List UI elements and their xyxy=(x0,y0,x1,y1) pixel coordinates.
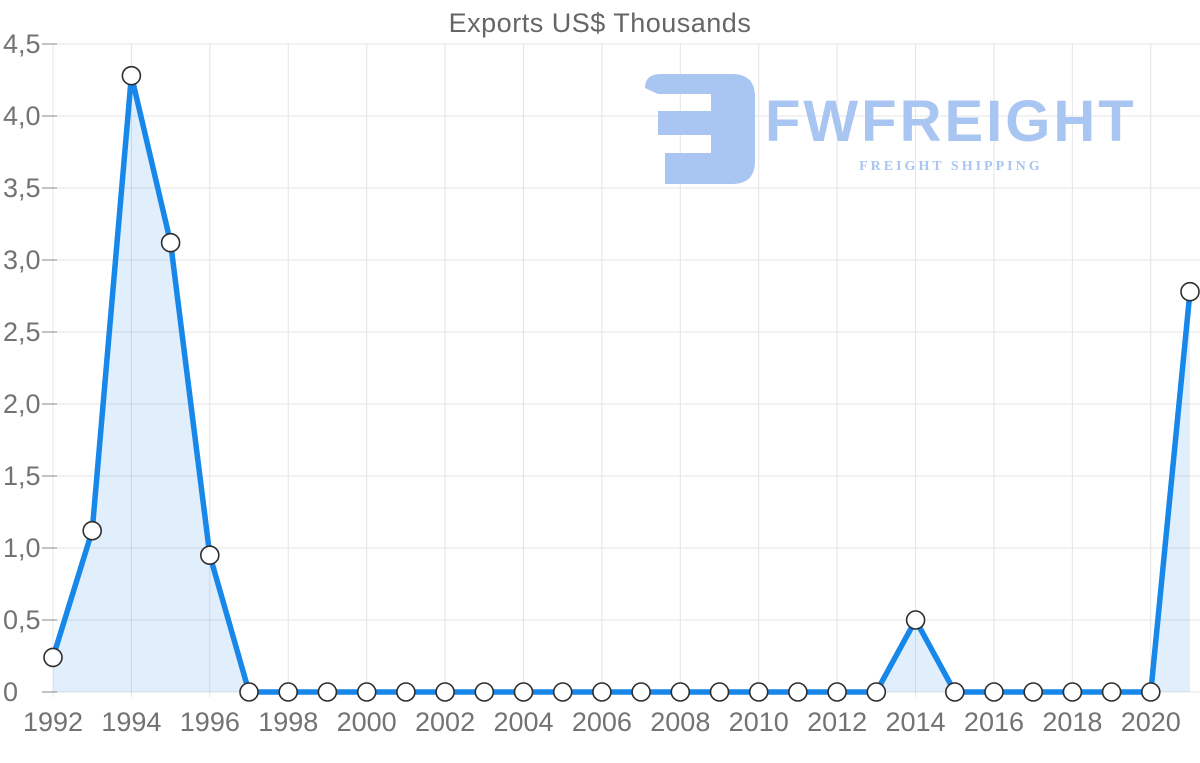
data-point-marker xyxy=(356,682,377,702)
y-tick-label: 4,5 xyxy=(3,29,41,59)
data-point-marker xyxy=(552,682,573,702)
x-tick-label: 2006 xyxy=(572,707,632,737)
y-tick-label: 3,5 xyxy=(3,173,41,203)
data-point-marker xyxy=(1062,682,1083,702)
x-tick-label: 2002 xyxy=(415,707,475,737)
data-point-marker xyxy=(474,682,495,702)
data-point-marker xyxy=(43,647,63,668)
data-point-marker xyxy=(866,682,887,702)
x-tick-label: 2000 xyxy=(337,707,397,737)
data-point-marker xyxy=(788,682,808,702)
data-point-marker xyxy=(748,682,769,702)
data-point-marker xyxy=(435,682,455,702)
series-area xyxy=(53,75,1190,692)
data-point-marker xyxy=(670,682,691,702)
y-tick-label: 1,5 xyxy=(3,461,41,491)
data-point-marker xyxy=(121,65,142,86)
chart-title: Exports US$ Thousands xyxy=(448,8,752,38)
data-point-marker xyxy=(239,682,259,702)
data-point-marker xyxy=(944,682,965,702)
data-point-marker xyxy=(82,520,102,541)
y-tick-label: 3,0 xyxy=(3,245,41,275)
data-point-marker xyxy=(1023,682,1043,702)
data-point-marker xyxy=(592,682,612,702)
data-point-marker xyxy=(827,682,847,702)
x-tick-label: 2008 xyxy=(650,707,710,737)
series-line xyxy=(50,72,1193,695)
data-point-marker xyxy=(631,682,651,702)
data-point-marker xyxy=(278,682,299,702)
y-tick-label: 4,0 xyxy=(3,101,41,131)
x-tick-label: 1996 xyxy=(180,707,240,737)
data-point-marker xyxy=(160,232,181,253)
data-point-marker xyxy=(1101,682,1122,702)
x-tick-label: 2012 xyxy=(807,707,867,737)
data-point-marker xyxy=(317,682,338,702)
x-tick-label: 2010 xyxy=(729,707,789,737)
data-point-marker xyxy=(396,682,416,702)
y-tick-label: 1,0 xyxy=(3,533,41,563)
data-point-marker xyxy=(1141,682,1161,702)
y-tick-label: 2,0 xyxy=(3,389,41,419)
x-tick-label: 1994 xyxy=(101,707,161,737)
x-tick-label: 2016 xyxy=(964,707,1024,737)
x-tick-label: 1998 xyxy=(258,707,318,737)
x-tick-label: 2004 xyxy=(493,707,553,737)
y-tick-label: 0 xyxy=(3,677,18,707)
data-point-marker xyxy=(905,610,926,630)
y-tick-label: 2,5 xyxy=(3,317,41,347)
x-tick-label: 2014 xyxy=(886,707,946,737)
data-point-marker xyxy=(200,545,220,566)
data-point-marker xyxy=(984,682,1004,702)
x-tick-label: 1992 xyxy=(23,707,83,737)
data-point-marker xyxy=(709,682,730,702)
data-point-marker xyxy=(1180,281,1200,302)
x-tick-label: 2020 xyxy=(1121,707,1181,737)
x-tick-label: 2018 xyxy=(1042,707,1102,737)
data-point-marker xyxy=(513,682,534,702)
y-tick-label: 0,5 xyxy=(3,605,41,635)
